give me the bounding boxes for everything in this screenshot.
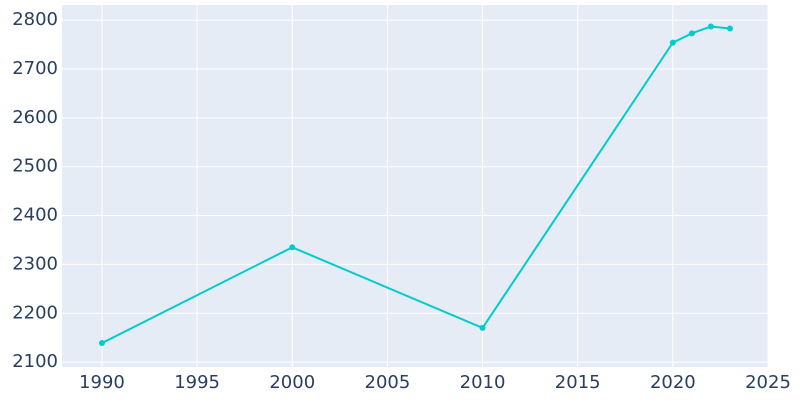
y-tick-label: 2700 (12, 58, 58, 79)
x-tick-label: 2015 (555, 372, 601, 393)
x-tick-label: 2020 (650, 372, 696, 393)
point (707, 23, 714, 30)
y-tick-label: 2600 (12, 107, 58, 128)
y-tick-label: 2100 (12, 351, 58, 372)
y-tick-label: 2400 (12, 205, 58, 226)
point (669, 39, 676, 46)
point (688, 30, 695, 37)
x-tick-label: 2010 (460, 372, 506, 393)
y-tick-label: 2500 (12, 156, 58, 177)
point (98, 340, 105, 347)
point (726, 25, 733, 32)
x-tick-label: 2000 (269, 372, 315, 393)
plot-area (62, 5, 768, 367)
y-tick-label: 2300 (12, 253, 58, 274)
x-tick-label: 2025 (745, 372, 791, 393)
x-tick-label: 1995 (174, 372, 220, 393)
y-tick-label: 2200 (12, 302, 58, 323)
y-tick-label: 2800 (12, 9, 58, 30)
x-tick-label: 2005 (365, 372, 411, 393)
x-tick-label: 1990 (79, 372, 125, 393)
point (289, 244, 296, 251)
point (479, 324, 486, 331)
